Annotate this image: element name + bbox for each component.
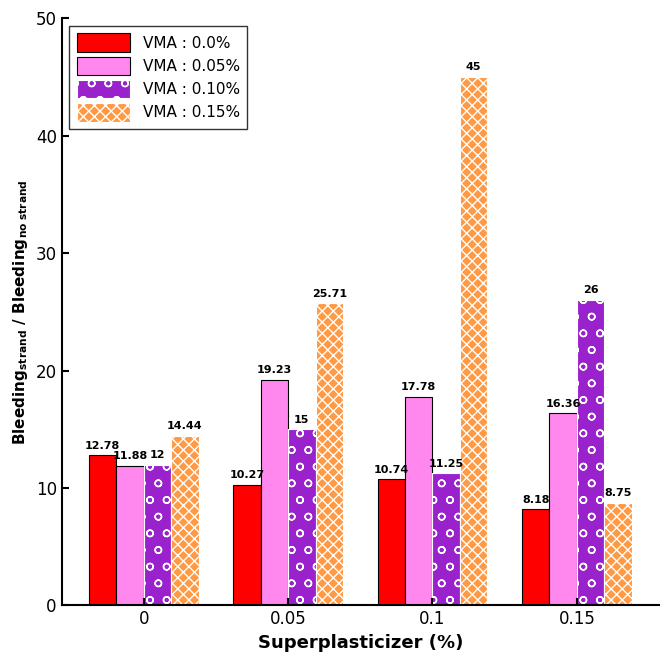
Bar bbox=[316, 304, 343, 605]
Text: 15: 15 bbox=[294, 414, 310, 424]
Text: 17.78: 17.78 bbox=[401, 382, 436, 392]
Bar bbox=[522, 509, 549, 605]
Text: 25.71: 25.71 bbox=[312, 289, 347, 299]
Text: 14.44: 14.44 bbox=[167, 421, 202, 431]
Text: 10.74: 10.74 bbox=[374, 465, 409, 475]
Text: 8.75: 8.75 bbox=[604, 488, 632, 498]
Bar bbox=[143, 465, 171, 605]
Text: 12: 12 bbox=[149, 450, 165, 460]
Text: 19.23: 19.23 bbox=[257, 365, 292, 375]
Bar bbox=[261, 380, 288, 605]
Bar bbox=[288, 429, 316, 605]
Bar bbox=[432, 473, 460, 605]
Text: 26: 26 bbox=[583, 285, 598, 295]
Bar bbox=[378, 479, 405, 605]
Bar bbox=[549, 413, 577, 605]
Legend: VMA : 0.0%, VMA : 0.05%, VMA : 0.10%, VMA : 0.15%: VMA : 0.0%, VMA : 0.05%, VMA : 0.10%, VM… bbox=[69, 26, 247, 129]
Bar bbox=[89, 455, 116, 605]
Y-axis label: Bleeding$_{\mathregular{strand}}$ / Bleeding$_{\mathregular{no\ strand}}$: Bleeding$_{\mathregular{strand}}$ / Blee… bbox=[11, 179, 30, 445]
Bar bbox=[233, 485, 261, 605]
Bar bbox=[116, 466, 143, 605]
Text: 45: 45 bbox=[466, 62, 481, 72]
Bar bbox=[577, 300, 604, 605]
Text: 16.36: 16.36 bbox=[545, 398, 581, 408]
Bar bbox=[405, 396, 432, 605]
X-axis label: Superplasticizer (%): Superplasticizer (%) bbox=[257, 634, 463, 652]
Text: 10.27: 10.27 bbox=[229, 470, 265, 480]
Text: 11.25: 11.25 bbox=[429, 459, 464, 469]
Text: 11.88: 11.88 bbox=[113, 452, 147, 461]
Bar bbox=[460, 77, 487, 605]
Text: 8.18: 8.18 bbox=[522, 495, 549, 505]
Text: 12.78: 12.78 bbox=[85, 441, 120, 451]
Bar bbox=[171, 436, 198, 605]
Bar bbox=[604, 503, 632, 605]
